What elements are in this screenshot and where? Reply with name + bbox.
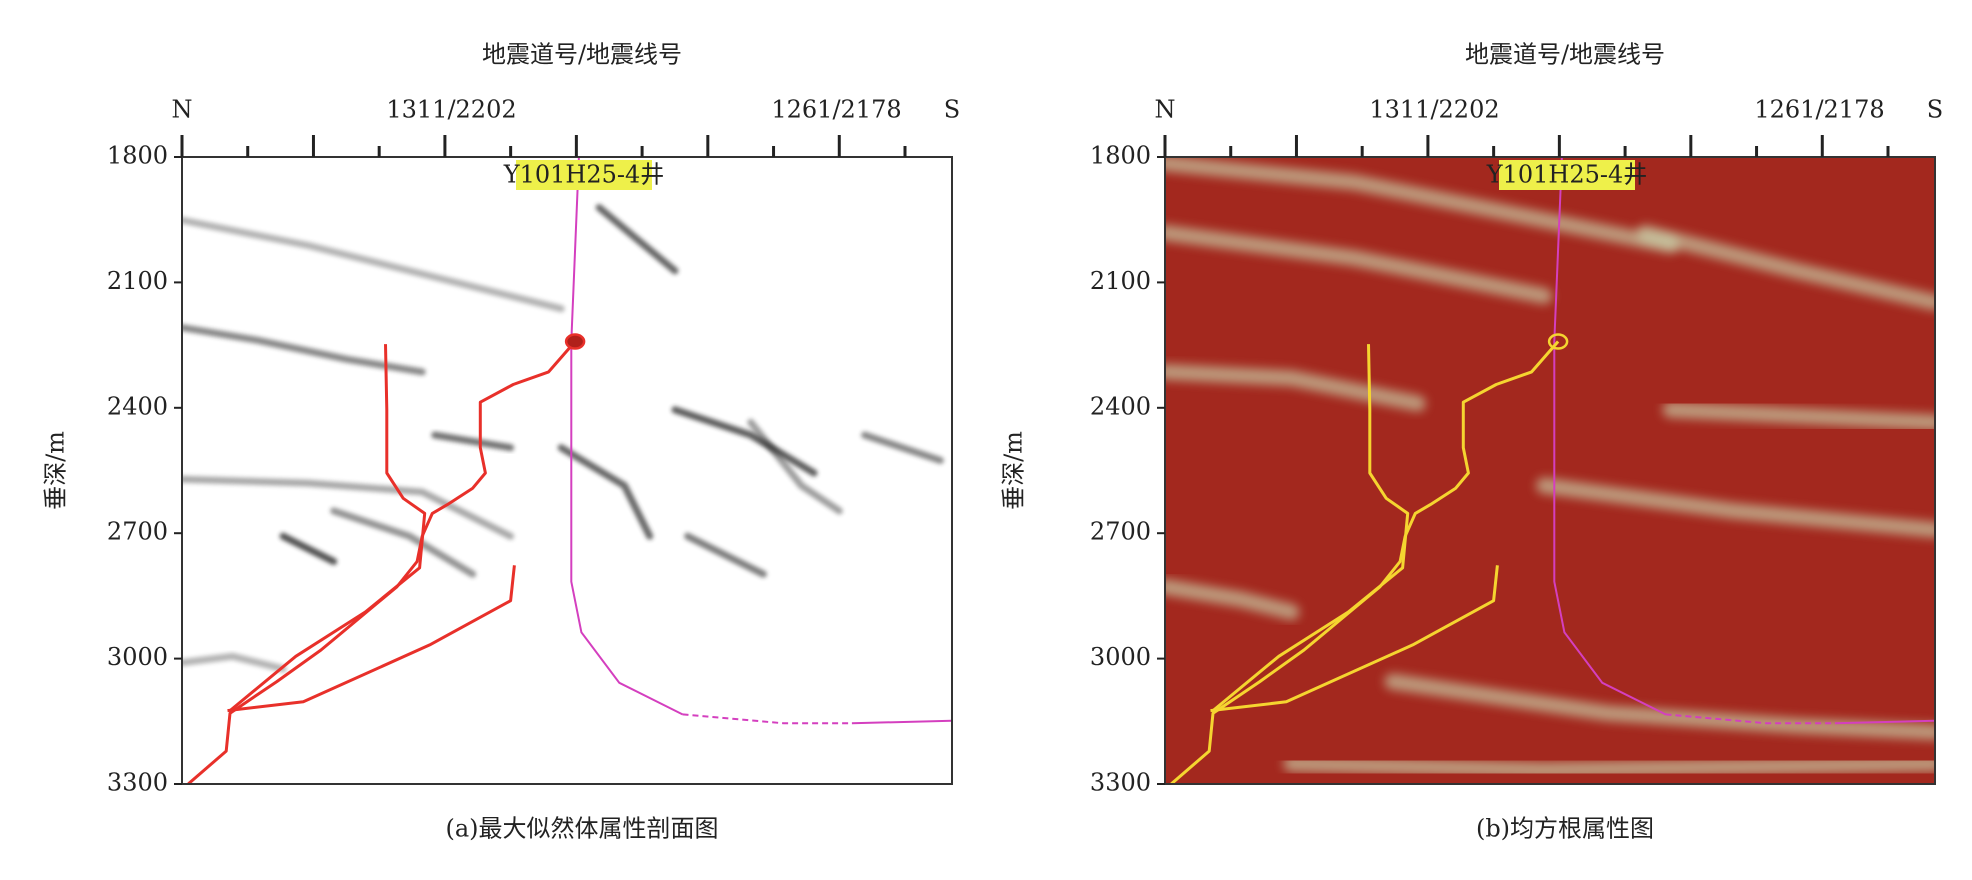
well-target <box>564 333 586 350</box>
y-tick-label: 2100 <box>1090 267 1151 295</box>
attribute-streak <box>1536 477 1935 538</box>
well-trajectory <box>1834 719 1935 725</box>
y-tick-label: 2100 <box>107 267 168 295</box>
fault-interpretation <box>187 340 577 784</box>
plot-frame <box>181 156 953 785</box>
well-trajectory <box>570 157 683 716</box>
well-trajectory-dashed <box>682 713 852 725</box>
top-label: 1261/2178 <box>771 96 901 124</box>
attribute-streak <box>1165 224 1553 304</box>
fault-interpretation <box>1212 344 1410 712</box>
attribute-streak <box>861 431 944 464</box>
y-tick-label: 1800 <box>107 142 168 170</box>
attribute-streak <box>557 444 654 540</box>
attribute-streak <box>1165 363 1426 412</box>
top-label: 1311/2202 <box>1369 96 1499 124</box>
fault-interpretation <box>1210 565 1499 713</box>
y-tick-label: 2400 <box>1090 392 1151 420</box>
plot-background <box>182 157 952 784</box>
axis-title: 地震道号/地震线号 <box>1465 41 1665 69</box>
well-trajectory <box>1553 157 1666 716</box>
fault-interpretation <box>1170 340 1560 784</box>
y-axis-title: 垂深/m <box>1000 431 1028 510</box>
attribute-streak <box>671 406 818 477</box>
attribute-streak <box>279 532 338 565</box>
y-tick-label: 3300 <box>1090 769 1151 797</box>
attribute-streak <box>1283 755 1935 779</box>
well-label-box <box>516 160 652 190</box>
attribute-streak <box>595 204 679 275</box>
y-tick-label: 3300 <box>107 769 168 797</box>
top-label: 1311/2202 <box>386 96 516 124</box>
well-trajectory <box>851 719 952 725</box>
fault-interpretation <box>227 565 516 713</box>
y-tick-label: 3000 <box>107 643 168 671</box>
well-target <box>1547 333 1569 350</box>
y-tick-label: 2400 <box>107 392 168 420</box>
y-tick-label: 1800 <box>1090 142 1151 170</box>
plot-background <box>1165 157 1935 784</box>
caption: (a)最大似然体属性剖面图 <box>445 815 718 843</box>
attribute-streak <box>182 652 287 673</box>
top-label: S <box>944 96 960 124</box>
attribute-streak <box>182 324 426 376</box>
attribute-streak <box>182 216 565 313</box>
attribute-streak <box>1384 673 1935 741</box>
attribute-streak <box>431 431 515 452</box>
axis-title: 地震道号/地震线号 <box>482 41 682 69</box>
y-tick-label: 3000 <box>1090 643 1151 671</box>
attribute-streak <box>1165 578 1300 620</box>
well-label-box <box>1499 160 1635 190</box>
y-tick-label: 2700 <box>107 518 168 546</box>
y-axis-title: 垂深/m <box>42 431 70 510</box>
attribute-streak <box>330 507 477 578</box>
attribute-streak <box>684 532 767 578</box>
attribute-streak <box>182 475 515 540</box>
attribute-streak <box>1662 401 1935 431</box>
well-trajectory-dashed <box>1665 713 1835 725</box>
top-label: N <box>172 96 193 124</box>
plot-area <box>1165 157 1935 784</box>
fault-interpretation <box>229 344 427 712</box>
attribute-streak <box>1637 224 1935 311</box>
plot-frame <box>1164 156 1936 785</box>
plot-area <box>182 157 952 784</box>
attribute-streak <box>747 418 843 515</box>
attribute-streak <box>1165 157 1679 254</box>
top-label: S <box>1927 96 1943 124</box>
top-label: 1261/2178 <box>1754 96 1884 124</box>
well-label: Y101H25-4井 <box>1486 161 1648 189</box>
top-label: N <box>1155 96 1176 124</box>
y-tick-label: 2700 <box>1090 518 1151 546</box>
well-label: Y101H25-4井 <box>503 161 665 189</box>
caption: (b)均方根属性图 <box>1476 815 1654 843</box>
